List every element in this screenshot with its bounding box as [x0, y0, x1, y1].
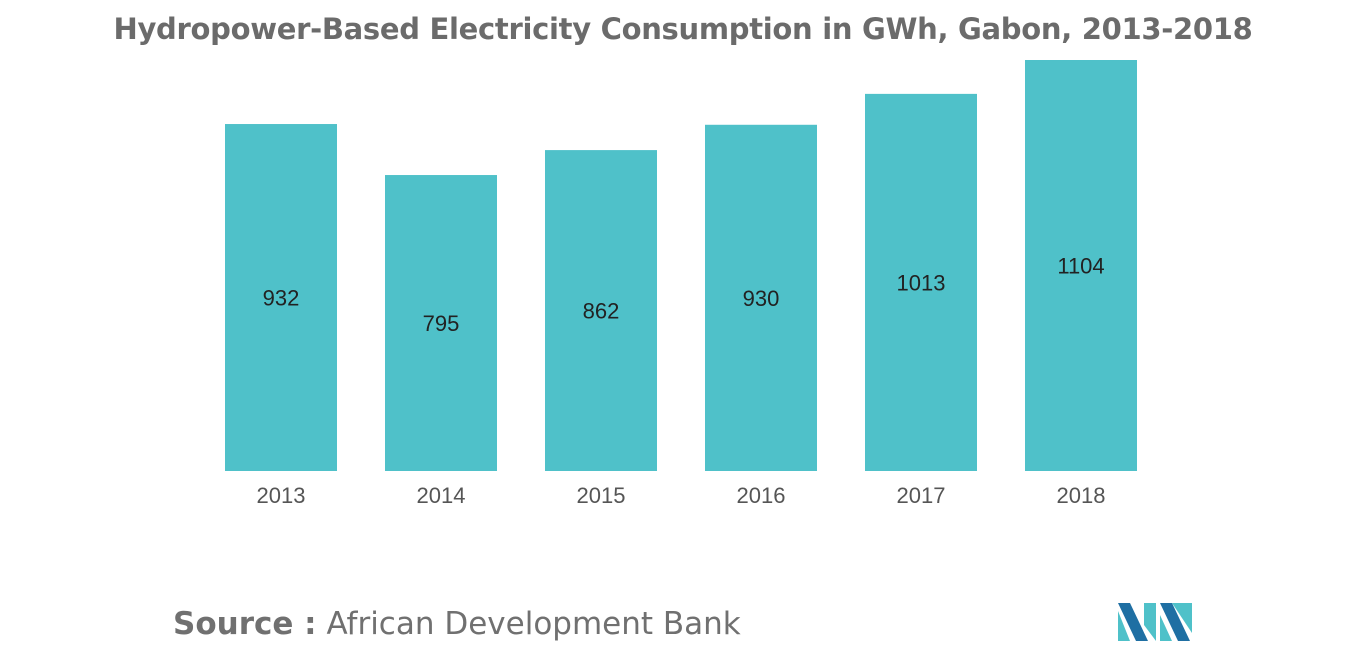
- x-tick-label-2016: 2016: [737, 483, 786, 508]
- bar-2015: [545, 150, 657, 471]
- value-label-2016: 930: [743, 286, 780, 311]
- value-label-2013: 932: [263, 286, 300, 311]
- source-label: Source :: [173, 606, 317, 642]
- source-text: African Development Bank: [326, 606, 741, 642]
- value-label-2014: 795: [423, 311, 460, 336]
- value-label-2018: 1104: [1057, 254, 1104, 279]
- x-axis-ticks: 2013 2014 2015 2016 2017 2018: [257, 483, 1106, 508]
- mordor-intelligence-logo-icon: [1118, 603, 1192, 641]
- value-label-2015: 862: [583, 299, 620, 324]
- bars-group: [225, 60, 1137, 472]
- x-tick-label-2017: 2017: [897, 483, 946, 508]
- bar-2016: [705, 124, 817, 472]
- chart-title: Hydropower-Based Electricity Consumption…: [113, 12, 1253, 46]
- x-tick-label-2015: 2015: [577, 483, 626, 508]
- bar-2018: [1025, 60, 1137, 471]
- value-labels-group: 932 795 862 930 1013 1104: [263, 254, 1105, 337]
- value-label-2017: 1013: [897, 270, 946, 295]
- bar-2014: [385, 175, 497, 471]
- x-tick-label-2018: 2018: [1057, 483, 1106, 508]
- bar-2013: [225, 124, 337, 472]
- bar-2017: [865, 93, 977, 471]
- x-tick-label-2014: 2014: [417, 483, 466, 508]
- source-note: Source : African Development Bank: [173, 606, 741, 642]
- x-tick-label-2013: 2013: [257, 483, 306, 508]
